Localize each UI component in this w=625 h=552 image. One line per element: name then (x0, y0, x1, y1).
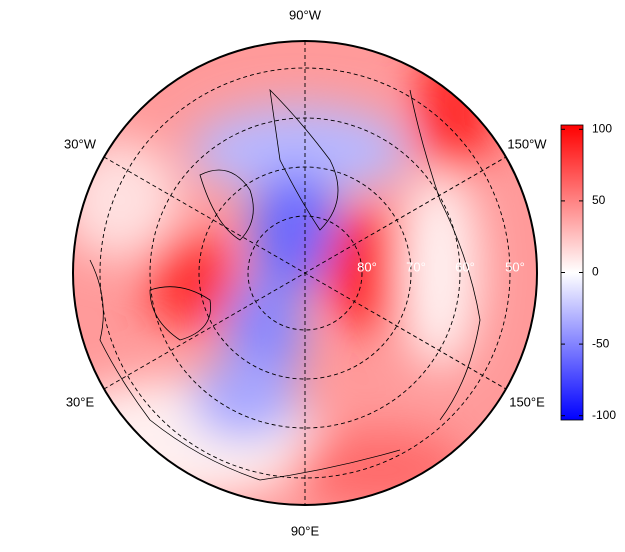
longitude-label: 90°E (291, 523, 320, 538)
latitude-label: 60° (455, 259, 475, 274)
longitude-label: 30°W (64, 136, 97, 151)
map-border (72, 40, 538, 506)
colorbar-tick-label: -100 (592, 408, 616, 422)
latitude-label: 80° (357, 259, 377, 274)
longitude-label: 90°W (289, 7, 322, 22)
colorbar-tick-label: 100 (592, 121, 612, 135)
colorbar-tick-label: 50 (592, 193, 606, 207)
colorbar-frame (560, 124, 584, 421)
latitude-label: 50° (505, 259, 525, 274)
colorbar (561, 125, 583, 420)
longitude-label: 30°E (66, 394, 95, 409)
graticule (99, 41, 511, 505)
latitude-label: 70° (406, 259, 426, 274)
coastlines (89, 88, 481, 481)
field (73, 41, 537, 505)
colorbar-tick-label: -50 (592, 336, 610, 350)
colorbar-tick-label: 0 (592, 265, 599, 279)
longitude-label: 150°W (507, 136, 547, 151)
longitude-label: 150°E (509, 394, 545, 409)
